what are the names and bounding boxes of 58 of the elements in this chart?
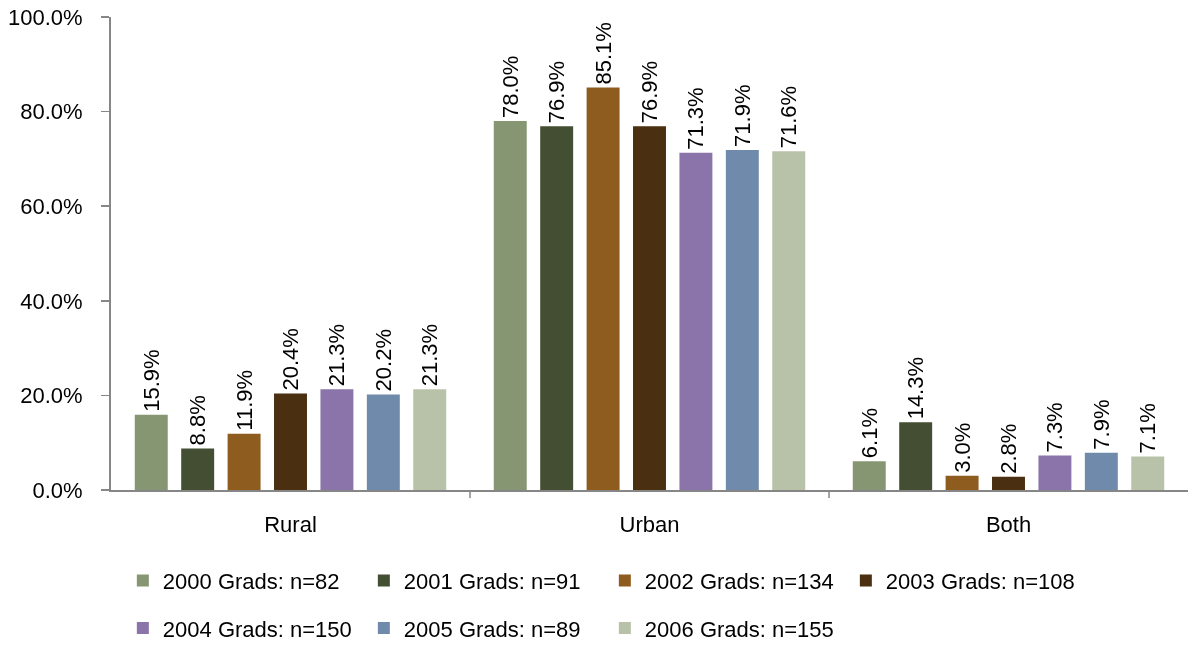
data-label: 78.0% — [497, 55, 523, 119]
bar — [992, 476, 1025, 490]
bar — [366, 394, 400, 490]
bar — [725, 149, 759, 490]
data-label: 85.1% — [590, 22, 616, 85]
y-tick-label: 60.0% — [20, 193, 83, 219]
data-label: 14.3% — [903, 356, 929, 420]
bar — [1038, 455, 1072, 490]
legend-label: 2006 Grads: n=155 — [644, 616, 834, 642]
bar — [540, 126, 574, 490]
bar — [899, 422, 933, 490]
y-tick-label: 0.0% — [32, 477, 83, 503]
x-tick-label: Rural — [264, 512, 317, 538]
legend-label: 2003 Grads: n=108 — [885, 569, 1075, 595]
data-label: 20.2% — [370, 329, 396, 392]
legend-label: 2001 Grads: n=91 — [403, 569, 581, 595]
data-label: 11.9% — [231, 369, 257, 431]
legend-label: 2000 Grads: n=82 — [162, 569, 340, 595]
bar — [227, 433, 261, 490]
data-label: 76.9% — [544, 60, 570, 124]
data-label: 7.1% — [1135, 403, 1161, 454]
y-tick-label: 100.0% — [7, 4, 83, 30]
bar — [274, 393, 307, 490]
bar — [772, 151, 806, 490]
data-label: 6.1% — [856, 407, 882, 459]
data-label: 2.8% — [996, 423, 1021, 474]
x-tick-label: Both — [985, 512, 1032, 538]
bar — [134, 414, 168, 490]
bar — [181, 448, 215, 490]
data-label: 3.0% — [949, 422, 975, 473]
x-tick-label: Urban — [619, 512, 680, 538]
data-label: 71.3% — [683, 87, 709, 150]
bar — [413, 389, 447, 490]
data-label: 7.3% — [1042, 402, 1068, 453]
legend-label: 2004 Grads: n=150 — [162, 616, 352, 642]
data-label: 71.9% — [729, 84, 755, 147]
bar — [586, 87, 620, 490]
bar — [852, 461, 886, 490]
bar — [493, 121, 527, 490]
data-label: 21.3% — [324, 323, 350, 387]
y-tick-label: 40.0% — [20, 288, 83, 314]
data-label: 20.4% — [278, 328, 303, 391]
bar — [1084, 452, 1118, 490]
bar — [320, 389, 354, 490]
bar — [679, 152, 713, 490]
data-label: 76.9% — [637, 60, 662, 124]
bar — [633, 126, 666, 490]
data-label: 21.3% — [417, 323, 443, 387]
bar — [945, 475, 979, 490]
data-label: 15.9% — [138, 349, 164, 412]
data-label: 7.9% — [1088, 399, 1114, 450]
bar — [1131, 456, 1165, 490]
legend-label: 2002 Grads: n=134 — [644, 569, 834, 595]
y-tick-label: 80.0% — [20, 99, 83, 125]
data-label: 71.6% — [776, 85, 802, 149]
y-tick-label: 20.0% — [20, 383, 83, 409]
legend-label: 2005 Grads: n=89 — [403, 616, 581, 642]
data-label: 8.8% — [185, 395, 211, 446]
